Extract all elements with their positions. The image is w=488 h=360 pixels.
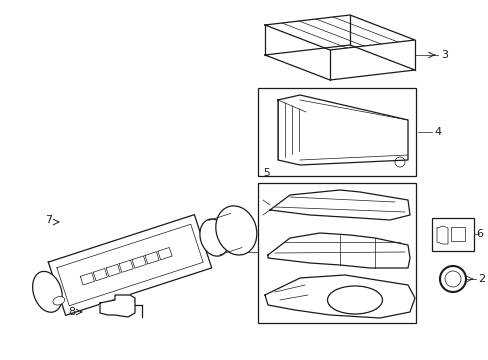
Polygon shape xyxy=(278,95,407,165)
Ellipse shape xyxy=(200,219,228,256)
Ellipse shape xyxy=(33,271,62,312)
Polygon shape xyxy=(93,269,107,281)
Polygon shape xyxy=(132,256,146,268)
Text: 7: 7 xyxy=(45,215,52,225)
Polygon shape xyxy=(267,233,409,268)
Bar xyxy=(258,88,415,176)
Polygon shape xyxy=(436,226,447,244)
Text: 3: 3 xyxy=(440,50,447,60)
Text: 6: 6 xyxy=(475,229,482,239)
Polygon shape xyxy=(264,15,414,50)
Polygon shape xyxy=(264,45,414,80)
Ellipse shape xyxy=(215,206,256,255)
Polygon shape xyxy=(144,252,159,264)
Polygon shape xyxy=(269,190,409,220)
Text: 2: 2 xyxy=(477,274,484,284)
Polygon shape xyxy=(158,247,172,260)
Polygon shape xyxy=(106,264,120,276)
Text: 5: 5 xyxy=(263,168,269,178)
Bar xyxy=(450,227,464,241)
Polygon shape xyxy=(100,295,135,317)
Polygon shape xyxy=(57,224,203,306)
Polygon shape xyxy=(48,215,211,315)
Bar xyxy=(258,183,415,323)
Polygon shape xyxy=(264,275,414,318)
Polygon shape xyxy=(119,260,133,273)
Bar xyxy=(431,218,473,251)
Ellipse shape xyxy=(53,297,64,305)
Text: 1: 1 xyxy=(234,247,241,257)
Text: 4: 4 xyxy=(433,127,440,137)
Polygon shape xyxy=(80,273,94,285)
Text: 8: 8 xyxy=(68,307,75,317)
